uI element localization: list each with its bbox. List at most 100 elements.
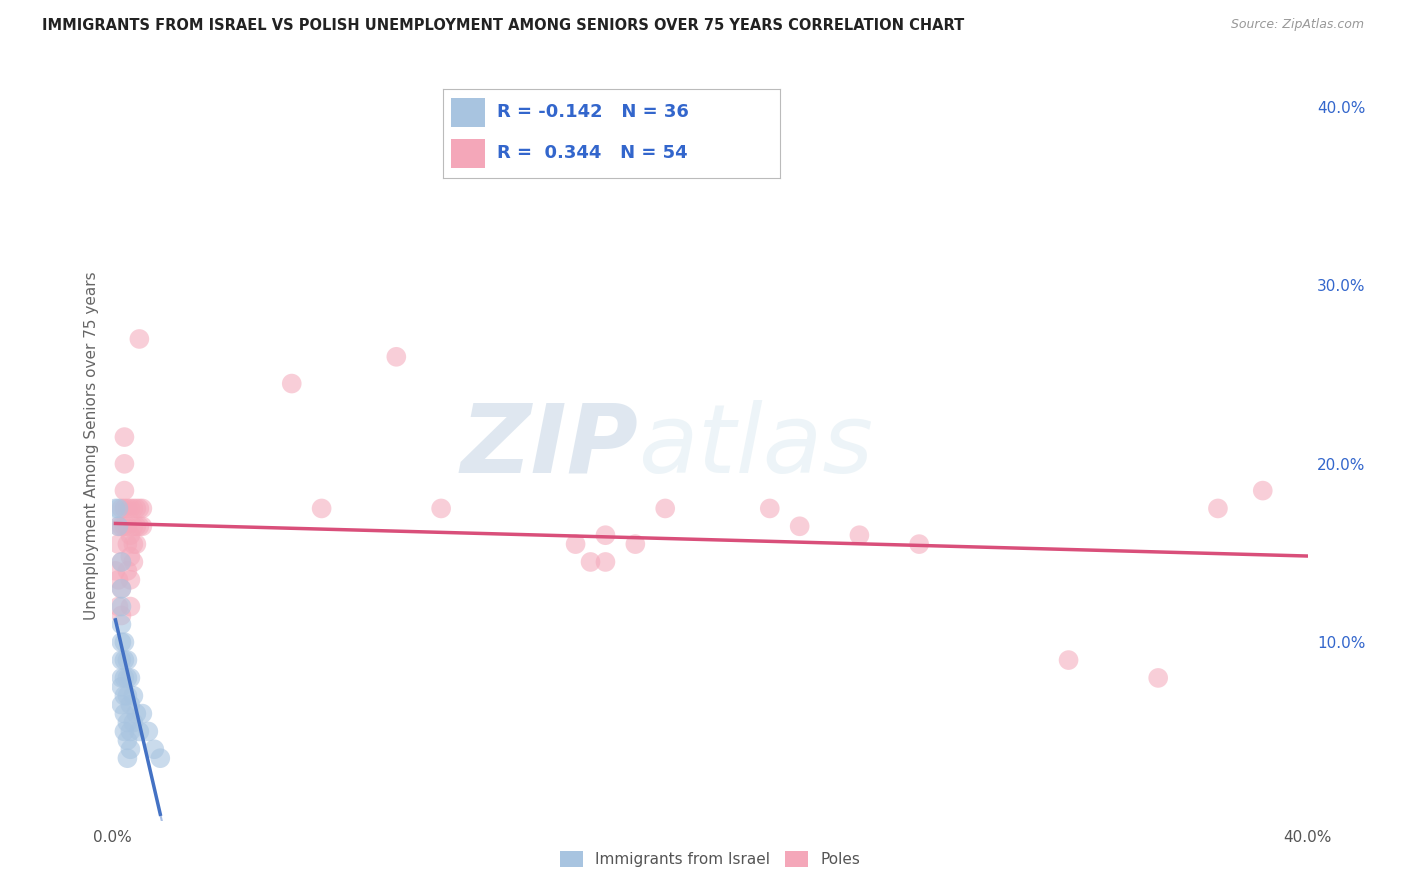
Point bbox=[128, 724, 150, 739]
Point bbox=[138, 724, 160, 739]
Point bbox=[117, 564, 139, 578]
Text: R =  0.344   N = 54: R = 0.344 N = 54 bbox=[496, 145, 688, 162]
Point bbox=[107, 501, 129, 516]
Bar bbox=[451, 139, 485, 168]
Point bbox=[114, 724, 135, 739]
Point bbox=[311, 501, 333, 516]
Point bbox=[114, 706, 135, 721]
Text: ZIP: ZIP bbox=[460, 400, 638, 492]
Point bbox=[120, 671, 142, 685]
Point bbox=[125, 537, 148, 551]
Point bbox=[107, 519, 129, 533]
Point bbox=[125, 706, 148, 721]
Point bbox=[908, 537, 931, 551]
Point bbox=[117, 751, 139, 765]
Point bbox=[122, 519, 145, 533]
Point bbox=[131, 706, 153, 721]
Point bbox=[114, 457, 135, 471]
Point bbox=[120, 599, 142, 614]
Text: R = -0.142   N = 36: R = -0.142 N = 36 bbox=[496, 103, 689, 121]
Point bbox=[122, 715, 145, 730]
Point bbox=[149, 751, 172, 765]
Point bbox=[110, 582, 132, 596]
Point bbox=[131, 501, 153, 516]
Point bbox=[595, 555, 617, 569]
Point bbox=[122, 501, 145, 516]
Point bbox=[110, 599, 132, 614]
Point bbox=[110, 653, 132, 667]
Point bbox=[117, 653, 139, 667]
Point bbox=[117, 519, 139, 533]
Point bbox=[120, 573, 142, 587]
Text: IMMIGRANTS FROM ISRAEL VS POLISH UNEMPLOYMENT AMONG SENIORS OVER 75 YEARS CORREL: IMMIGRANTS FROM ISRAEL VS POLISH UNEMPLO… bbox=[42, 18, 965, 33]
Point bbox=[624, 537, 647, 551]
Point bbox=[110, 671, 132, 685]
Bar bbox=[451, 98, 485, 127]
Point bbox=[107, 519, 129, 533]
Point bbox=[110, 617, 132, 632]
Legend: Immigrants from Israel, Poles: Immigrants from Israel, Poles bbox=[554, 845, 866, 873]
Point bbox=[110, 582, 132, 596]
Point bbox=[110, 555, 132, 569]
Point bbox=[107, 573, 129, 587]
Point bbox=[1251, 483, 1274, 498]
Point bbox=[120, 742, 142, 756]
Point bbox=[120, 724, 142, 739]
Point bbox=[114, 689, 135, 703]
Point bbox=[120, 549, 142, 564]
Point bbox=[122, 537, 145, 551]
Point bbox=[1206, 501, 1229, 516]
Point bbox=[114, 519, 135, 533]
Point bbox=[107, 537, 129, 551]
Point bbox=[120, 698, 142, 712]
Point bbox=[110, 635, 132, 649]
Point bbox=[128, 519, 150, 533]
Point bbox=[114, 653, 135, 667]
Point bbox=[110, 519, 132, 533]
Point bbox=[595, 528, 617, 542]
Point bbox=[110, 680, 132, 694]
Point bbox=[114, 501, 135, 516]
Point bbox=[117, 501, 139, 516]
Point bbox=[128, 501, 150, 516]
Point bbox=[114, 635, 135, 649]
Point bbox=[654, 501, 676, 516]
Point bbox=[114, 483, 135, 498]
Text: Source: ZipAtlas.com: Source: ZipAtlas.com bbox=[1230, 18, 1364, 31]
Text: atlas: atlas bbox=[638, 400, 873, 492]
Point bbox=[281, 376, 304, 391]
Point bbox=[117, 537, 139, 551]
Point bbox=[120, 501, 142, 516]
Point bbox=[125, 501, 148, 516]
Point bbox=[104, 564, 127, 578]
Point bbox=[125, 519, 148, 533]
Point bbox=[1057, 653, 1080, 667]
Point bbox=[117, 671, 139, 685]
Point bbox=[122, 555, 145, 569]
Point bbox=[110, 698, 132, 712]
Point bbox=[110, 555, 132, 569]
Point bbox=[1147, 671, 1170, 685]
Point bbox=[117, 733, 139, 747]
Point bbox=[848, 528, 870, 542]
Point bbox=[110, 608, 132, 623]
Point bbox=[579, 555, 602, 569]
Y-axis label: Unemployment Among Seniors over 75 years: Unemployment Among Seniors over 75 years bbox=[83, 272, 98, 620]
Point bbox=[759, 501, 782, 516]
Point bbox=[104, 501, 127, 516]
Point bbox=[114, 671, 135, 685]
Point bbox=[117, 715, 139, 730]
Point bbox=[110, 501, 132, 516]
Point bbox=[143, 742, 166, 756]
Point bbox=[128, 332, 150, 346]
Point bbox=[131, 519, 153, 533]
Point bbox=[114, 430, 135, 444]
Point bbox=[385, 350, 408, 364]
Point bbox=[117, 689, 139, 703]
Point bbox=[107, 599, 129, 614]
Point bbox=[122, 689, 145, 703]
Point bbox=[789, 519, 811, 533]
Point bbox=[120, 528, 142, 542]
Point bbox=[430, 501, 453, 516]
Point bbox=[564, 537, 586, 551]
